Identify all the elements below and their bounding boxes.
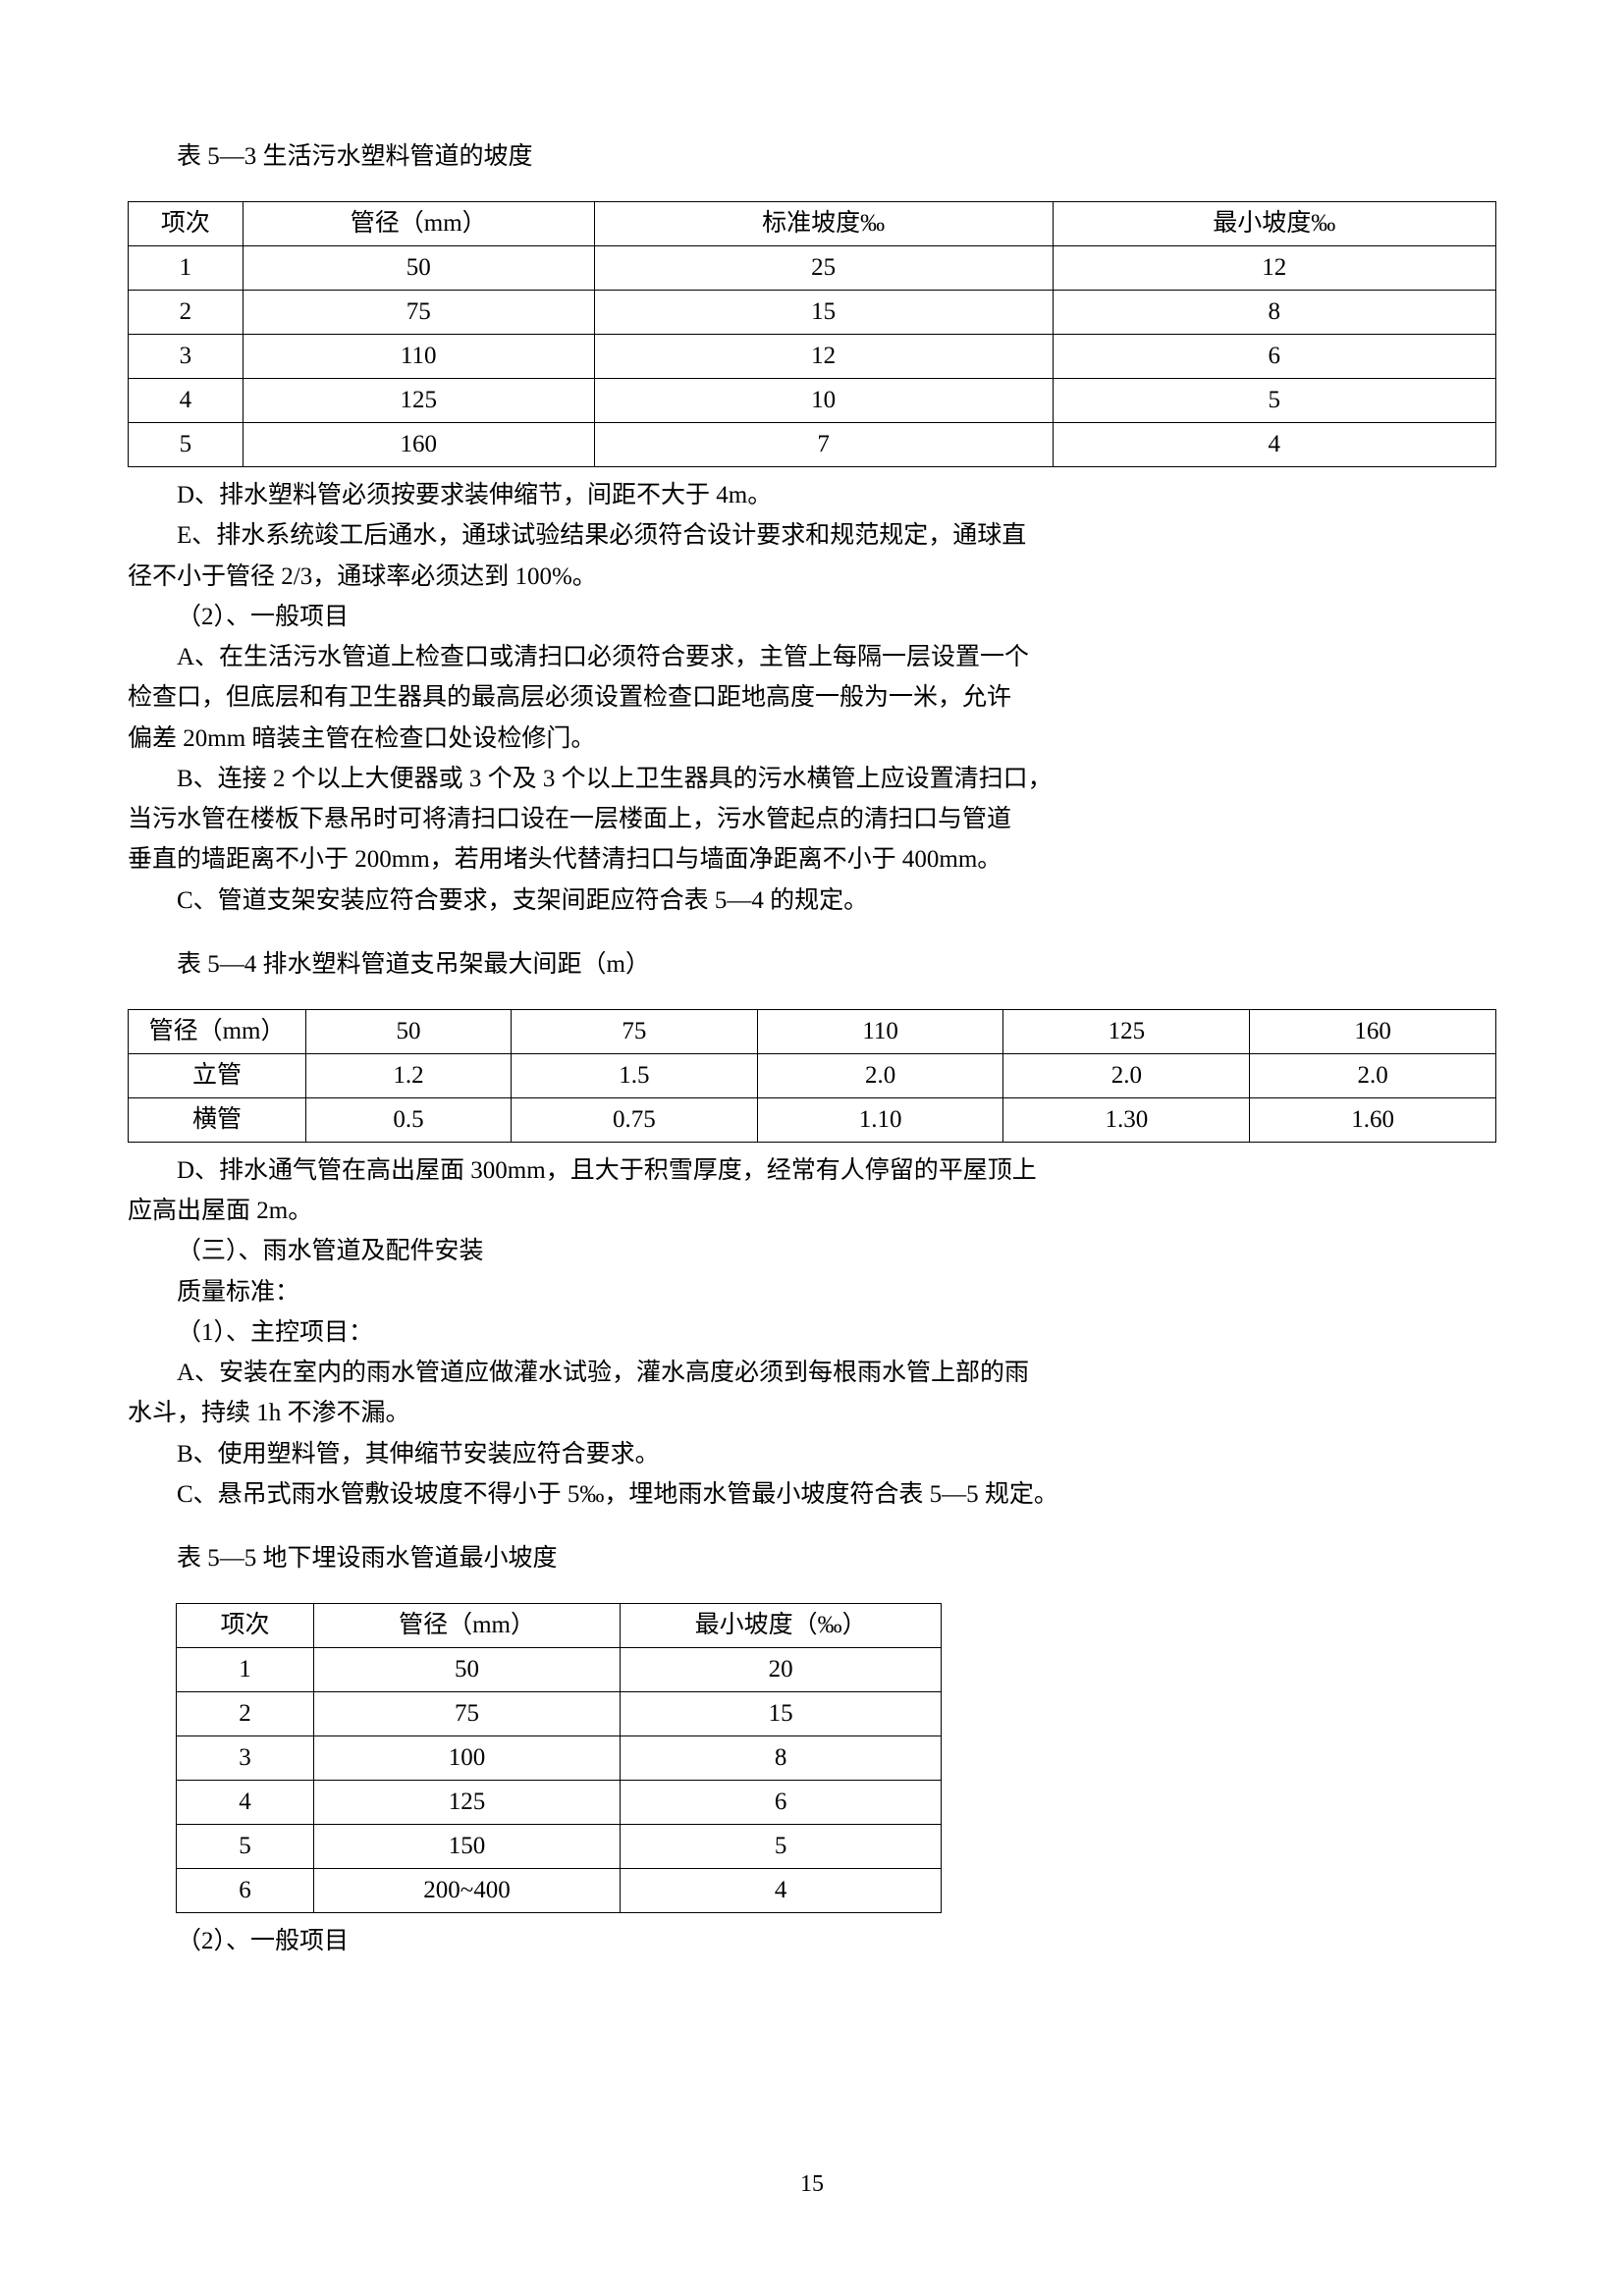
table-row: 6200~4004 <box>176 1869 942 1913</box>
paragraph-b-line1: B、连接 2 个以上大便器或 3 个及 3 个以上卫生器具的污水横管上应设置清扫… <box>128 759 1496 799</box>
paragraph-a-line2: 检查口，但底层和有卫生器具的最高层必须设置检查口距地高度一般为一米，允许 <box>128 677 1496 718</box>
document-page: 表 5—3 生活污水塑料管道的坡度 项次 管径（mm） 标准坡度‰ 最小坡度‰ … <box>0 0 1624 1961</box>
table-5-5-caption: 表 5—5 地下埋设雨水管道最小坡度 <box>128 1539 1496 1578</box>
paragraph-d: D、排水塑料管必须按要求装伸缩节，间距不大于 4m。 <box>128 475 1496 515</box>
table-header: 管径（mm） <box>243 202 594 246</box>
table-header: 项次 <box>176 1604 313 1648</box>
page-number: 15 <box>0 2171 1624 2198</box>
table-row: 1502512 <box>129 246 1496 291</box>
table-header: 最小坡度（‰） <box>620 1604 941 1648</box>
table-5-5: 项次 管径（mm） 最小坡度（‰） 15020 27515 31008 4125… <box>176 1603 943 1913</box>
paragraph-d2-line1: D、排水通气管在高出屋面 300mm，且大于积雪厚度，经常有人停留的平屋顶上 <box>128 1150 1496 1191</box>
paragraph-a2-line1: A、安装在室内的雨水管道应做灌水试验，灌水高度必须到每根雨水管上部的雨 <box>128 1353 1496 1393</box>
section-2-end: （2）、一般项目 <box>128 1921 1496 1961</box>
paragraph-b-line3: 垂直的墙距离不小于 200mm，若用堵头代替清扫口与墙面净距离不小于 400mm… <box>128 839 1496 880</box>
paragraph-b-line2: 当污水管在楼板下悬吊时可将清扫口设在一层楼面上，污水管起点的清扫口与管道 <box>128 799 1496 839</box>
table-row: 275158 <box>129 291 1496 335</box>
table-row: 4125105 <box>129 379 1496 423</box>
paragraph-c: C、管道支架安装应符合要求，支架间距应符合表 5—4 的规定。 <box>128 881 1496 921</box>
table-row: 15020 <box>176 1648 942 1692</box>
table-row: 41256 <box>176 1781 942 1825</box>
table-row: 项次 管径（mm） 最小坡度（‰） <box>176 1604 942 1648</box>
paragraph-b2: B、使用塑料管，其伸缩节安装应符合要求。 <box>128 1434 1496 1474</box>
table-header: 标准坡度‰ <box>594 202 1053 246</box>
table-5-3: 项次 管径（mm） 标准坡度‰ 最小坡度‰ 1502512 275158 311… <box>128 201 1496 467</box>
table-row: 项次 管径（mm） 标准坡度‰ 最小坡度‰ <box>129 202 1496 246</box>
table-header: 最小坡度‰ <box>1053 202 1495 246</box>
table-row: 51505 <box>176 1825 942 1869</box>
table-row: 管径（mm）5075110125160 <box>129 1009 1496 1053</box>
table-row: 3110126 <box>129 335 1496 379</box>
table-row: 立管1.21.52.02.02.0 <box>129 1053 1496 1097</box>
paragraph-e-line1: E、排水系统竣工后通水，通球试验结果必须符合设计要求和规范规定，通球直 <box>128 515 1496 556</box>
paragraph-e-line2: 径不小于管径 2/3，通球率必须达到 100%。 <box>128 557 1496 597</box>
table-header: 项次 <box>129 202 244 246</box>
table-5-4-caption: 表 5—4 排水塑料管道支吊架最大间距（m） <box>128 945 1496 985</box>
table-5-4: 管径（mm）5075110125160 立管1.21.52.02.02.0 横管… <box>128 1009 1496 1143</box>
paragraph-d2-line2: 应高出屋面 2m。 <box>128 1191 1496 1231</box>
paragraph-c2: C、悬吊式雨水管敷设坡度不得小于 5‰，埋地雨水管最小坡度符合表 5—5 规定。 <box>128 1474 1496 1515</box>
section-1-heading: （1）、主控项目： <box>128 1312 1496 1353</box>
table-5-3-caption: 表 5—3 生活污水塑料管道的坡度 <box>128 137 1496 177</box>
table-row: 31008 <box>176 1736 942 1781</box>
quality-standard-heading: 质量标准： <box>128 1272 1496 1312</box>
table-row: 516074 <box>129 423 1496 467</box>
table-row: 27515 <box>176 1692 942 1736</box>
table-header: 管径（mm） <box>314 1604 621 1648</box>
paragraph-a2-line2: 水斗，持续 1h 不渗不漏。 <box>128 1393 1496 1433</box>
paragraph-a-line1: A、在生活污水管道上检查口或清扫口必须符合要求，主管上每隔一层设置一个 <box>128 637 1496 677</box>
table-row: 横管0.50.751.101.301.60 <box>129 1097 1496 1142</box>
paragraph-a-line3: 偏差 20mm 暗装主管在检查口处设检修门。 <box>128 719 1496 759</box>
section-3-heading: （三）、雨水管道及配件安装 <box>128 1231 1496 1271</box>
section-2-heading: （2）、一般项目 <box>128 597 1496 637</box>
